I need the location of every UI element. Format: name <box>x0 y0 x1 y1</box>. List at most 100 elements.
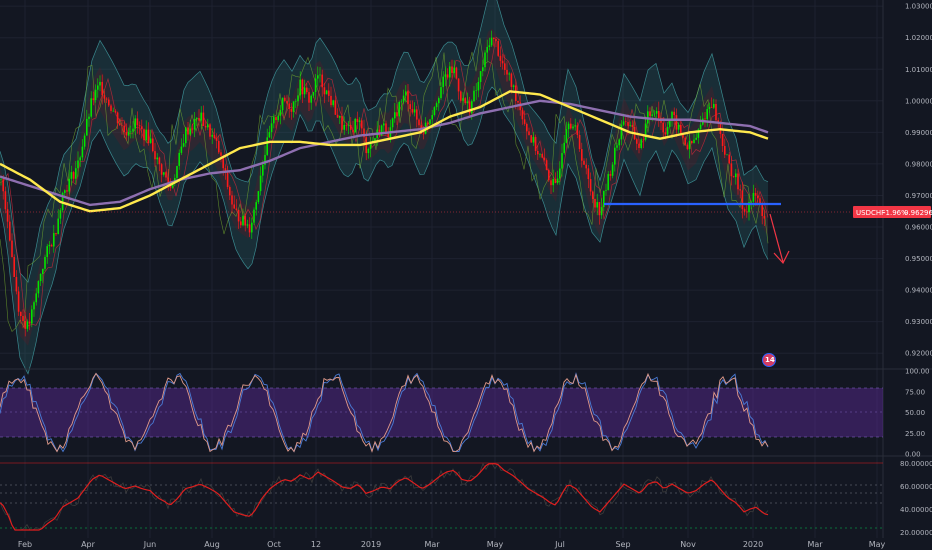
candle-body <box>699 124 702 130</box>
candle-body <box>264 154 266 165</box>
candle-body <box>616 145 618 148</box>
candle-body <box>691 140 693 144</box>
price-axis[interactable]: 1.03000 1.02000 1.01000 1.00000 0.99000 0.980… <box>905 3 932 358</box>
candle-body <box>215 138 218 141</box>
candle-body <box>130 131 132 133</box>
candle-body <box>6 209 9 222</box>
candle-body <box>42 268 44 274</box>
candle-body <box>108 99 110 106</box>
candle-body <box>598 202 601 216</box>
time-tick-label: Aug <box>204 540 220 549</box>
candle-body <box>519 102 521 111</box>
time-tick-label: Jun <box>143 540 157 549</box>
event-badge[interactable]: 14 <box>762 353 776 367</box>
stoch-d-line[interactable] <box>0 372 769 453</box>
candle-body <box>620 124 623 140</box>
candle-body <box>411 109 414 113</box>
candle-body <box>706 109 708 120</box>
candle-body <box>572 126 574 129</box>
price-tick-label: 1.03000 <box>905 3 932 11</box>
candle-body <box>180 146 183 153</box>
candle-body <box>741 190 744 210</box>
candle-body <box>11 240 13 258</box>
candle-body <box>497 41 499 56</box>
sma-purple-line[interactable] <box>0 99 769 207</box>
candle-body <box>255 202 257 210</box>
osc-tick-label: 80.00000 <box>900 460 932 468</box>
stoch-tick-label: 75.00 <box>905 388 925 396</box>
candle-body <box>356 118 359 122</box>
candle-body <box>567 123 570 130</box>
osc-axis[interactable]: 80.00000 60.00000 40.00000 20.00000 <box>900 460 932 537</box>
candle-body <box>730 163 733 177</box>
candle-body <box>147 129 150 143</box>
candle-body <box>31 309 33 324</box>
candle-body <box>167 177 169 186</box>
stoch-axis[interactable]: 100.00 75.00 50.00 25.00 0.00 <box>905 368 930 459</box>
candle-body <box>86 118 88 136</box>
sma-yellow-line[interactable] <box>0 90 769 213</box>
stoch-k-line[interactable] <box>0 372 769 453</box>
candle-body <box>462 98 464 101</box>
price-tick-label: 0.97000 <box>905 192 932 200</box>
candle-body <box>455 67 458 79</box>
projection-arrow[interactable] <box>769 213 790 265</box>
time-axis[interactable]: Feb Apr Jun Aug Oct 12 2019 Mar May Jul Sep Nov 2020… <box>18 540 886 549</box>
time-tick-label: May <box>487 540 504 549</box>
candle-body <box>684 137 686 145</box>
candle-body <box>365 137 367 154</box>
candle-body <box>317 75 319 79</box>
candle-body <box>609 174 612 176</box>
candle-body <box>218 140 220 153</box>
bollinger-upper <box>0 0 769 283</box>
candle-body <box>387 133 389 138</box>
candle-body <box>185 127 187 144</box>
candle-body <box>48 244 51 247</box>
candle-body <box>693 139 695 144</box>
price-tick-label: 1.01000 <box>905 66 932 74</box>
candle-body <box>669 121 671 127</box>
candle-body <box>563 142 565 154</box>
candle-body <box>735 173 737 178</box>
candle-body <box>121 125 123 126</box>
candle-body <box>530 135 532 143</box>
candle-body <box>28 321 31 324</box>
stoch-tick-label: 50.00 <box>905 409 925 417</box>
candle-body <box>138 125 141 127</box>
osc-tick-label: 20.00000 <box>900 529 932 537</box>
candle-body <box>75 168 77 179</box>
candle-body <box>332 100 334 106</box>
candle-body <box>119 123 121 126</box>
candle-body <box>237 209 240 222</box>
time-tick-label: 2019 <box>361 540 381 549</box>
candle-body <box>257 191 260 203</box>
candle-body <box>732 176 735 178</box>
price-tick-label: 0.95000 <box>905 255 932 263</box>
candle-body <box>550 180 552 186</box>
candle-body <box>385 123 387 134</box>
candle-body <box>548 169 550 181</box>
candle-body <box>187 127 189 135</box>
candle-body <box>57 218 59 235</box>
candle-body <box>191 128 194 130</box>
candle-body <box>158 157 161 165</box>
candle-body <box>585 164 587 169</box>
candle-body <box>715 103 717 121</box>
osc-signal-line[interactable] <box>0 463 769 531</box>
candle-body <box>132 128 134 132</box>
candle-body <box>231 195 233 205</box>
candle-body <box>312 91 315 96</box>
candle-body <box>655 110 658 114</box>
candle-body <box>79 157 81 161</box>
candle-body <box>559 168 561 179</box>
candle-body <box>556 178 559 183</box>
candle-body <box>301 79 304 95</box>
candle-body <box>614 147 616 165</box>
time-tick-label: 12 <box>311 540 321 549</box>
candle-body <box>310 95 312 103</box>
candle-body <box>427 122 429 124</box>
symbol-price-tag[interactable]: USDCHF -1.96% 0.96296 <box>853 206 932 218</box>
candle-body <box>754 193 757 196</box>
candle-body <box>251 222 253 233</box>
